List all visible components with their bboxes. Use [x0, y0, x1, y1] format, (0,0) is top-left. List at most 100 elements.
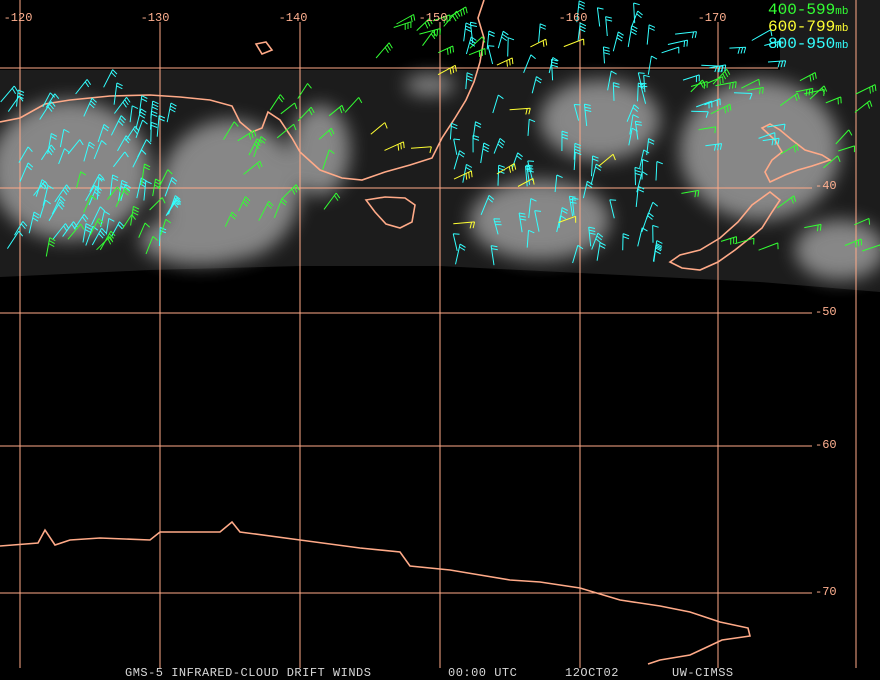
wind-barb — [844, 238, 863, 248]
wind-barb — [45, 93, 60, 108]
wind-barb — [449, 122, 458, 140]
wind-barb — [518, 212, 527, 233]
lat-label: -40 — [815, 179, 837, 193]
wind-barb — [281, 184, 300, 200]
wind-barb — [705, 143, 723, 151]
wind-barb — [253, 136, 267, 158]
wind-barb — [596, 242, 606, 261]
wind-barb — [83, 97, 97, 117]
wind-barb — [103, 69, 118, 88]
wind-barb — [667, 39, 688, 48]
wind-barb — [704, 98, 721, 107]
wind-barb — [729, 46, 747, 54]
wind-barb — [76, 171, 87, 188]
wind-barb — [52, 223, 70, 240]
wind-barb — [318, 127, 335, 140]
wind-barb — [243, 160, 263, 175]
wind-barb — [681, 189, 700, 198]
wind-barb — [297, 106, 315, 122]
wind-barb — [823, 155, 841, 169]
wind-barb — [490, 245, 498, 266]
wind-barb — [113, 96, 131, 114]
wind-barb — [100, 210, 110, 228]
wind-barb — [835, 129, 853, 145]
wind-barb — [110, 115, 127, 136]
wind-barb — [0, 85, 19, 103]
wind-barb — [855, 84, 877, 95]
wind-barb — [675, 31, 697, 39]
wind-barb — [40, 144, 56, 161]
lon-label: -150 — [419, 11, 448, 25]
wind-barb — [534, 210, 542, 232]
wind-barb — [612, 31, 624, 52]
wind-barb — [136, 177, 147, 199]
lat-label: -60 — [815, 438, 837, 452]
wind-barb — [605, 16, 613, 37]
wind-barb — [432, 14, 451, 24]
wind-barb — [571, 197, 579, 216]
wind-barb — [496, 57, 514, 67]
wind-barb — [573, 142, 581, 160]
wind-barb — [39, 199, 51, 218]
wind-barb — [42, 92, 56, 108]
wind-barb — [698, 126, 717, 134]
wind-barb — [419, 28, 441, 37]
wind-barb — [747, 86, 764, 95]
legend-unit: mb — [835, 6, 848, 18]
legend-entry: 800-950mb — [768, 35, 848, 53]
wind-barb — [709, 64, 727, 73]
wind-barb — [463, 22, 472, 42]
lon-label: -160 — [559, 11, 588, 25]
new-zealand-north — [760, 123, 832, 184]
wind-barb — [138, 95, 148, 114]
wind-barb — [629, 114, 639, 135]
wind-barb — [646, 24, 656, 45]
wind-barb — [854, 217, 871, 226]
footer-time: 00:00 UTC — [448, 666, 517, 680]
lat-labels: -40 -50 -60 -70 — [815, 179, 837, 599]
wind-barb — [85, 225, 99, 246]
wind-barb — [83, 195, 97, 213]
wind-barb — [767, 123, 786, 131]
wind-barb — [634, 166, 642, 186]
wind-barb — [780, 144, 799, 155]
wind-barb — [527, 118, 536, 136]
wind-barb — [779, 92, 800, 107]
wind-barb — [113, 82, 123, 105]
footer-title: GMS-5 INFRARED-CLOUD DRIFT WINDS — [125, 666, 371, 680]
wind-barb — [130, 205, 140, 226]
wind-barb — [58, 148, 70, 165]
wind-barb — [328, 104, 345, 117]
wind-barb — [14, 221, 28, 236]
footer-source: UW-CIMSS — [672, 666, 734, 680]
wind-barb — [630, 10, 643, 29]
wind-barb — [164, 177, 178, 197]
wind-barb — [135, 108, 147, 130]
wind-barb — [89, 218, 104, 236]
wind-barb — [224, 211, 237, 227]
wind-barb — [150, 121, 158, 142]
wind-barb — [472, 121, 482, 138]
wind-barb — [443, 10, 461, 27]
footer-date: 12OCT02 — [565, 666, 619, 680]
wind-barb — [573, 151, 582, 171]
wind-barb — [563, 38, 585, 48]
wind-barb — [634, 120, 642, 140]
wind-barb — [469, 36, 486, 49]
wind-barb — [645, 201, 659, 220]
wind-barb — [568, 195, 577, 217]
wind-barb — [107, 186, 122, 200]
wind-barb — [276, 123, 297, 139]
wind-barb — [455, 243, 466, 265]
lon-label: -170 — [698, 11, 727, 25]
wind-barb — [493, 218, 502, 235]
wind-barb — [862, 244, 880, 252]
wind-barb — [523, 54, 536, 73]
wind-barb — [54, 184, 71, 203]
wind-barb — [156, 115, 166, 137]
wind-barb — [690, 81, 708, 89]
lon-label: -130 — [141, 11, 170, 25]
lat-label: -70 — [815, 585, 837, 599]
footer: GMS-5 INFRARED-CLOUD DRIFT WINDS 00:00 U… — [125, 666, 734, 680]
